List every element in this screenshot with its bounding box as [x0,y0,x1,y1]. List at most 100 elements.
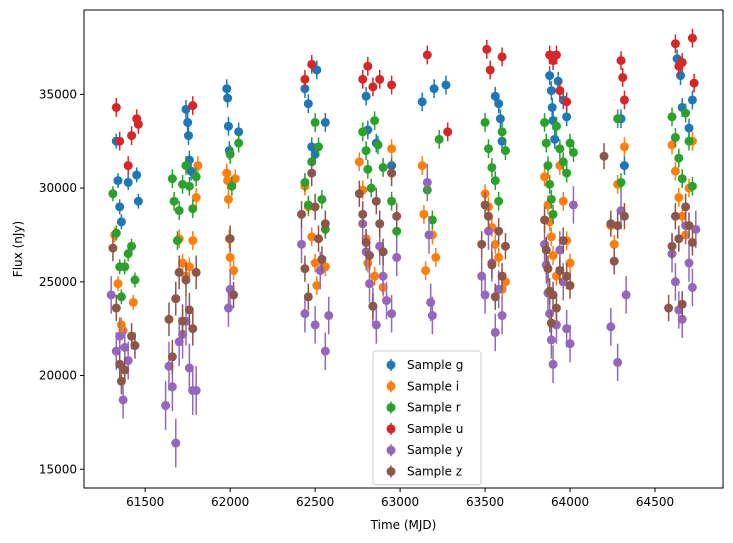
data-point [223,303,233,313]
data-point [674,234,684,244]
data-point [494,196,504,206]
data-point [133,119,143,129]
data-point [358,127,368,137]
series-sample-u [111,28,699,175]
data-point [619,211,629,221]
data-point [497,127,507,137]
data-point [551,121,561,131]
data-point [300,264,310,274]
legend-label: Sample i [407,379,459,393]
data-point [229,290,239,300]
data-point [427,311,437,321]
data-point [223,194,233,204]
data-point [562,97,572,107]
legend: Sample g Sample i Sample r Sample u Sample y… [372,350,482,486]
data-point [320,117,330,127]
data-point [667,112,677,122]
data-point [684,221,694,231]
legend-item: Sample z [386,465,462,479]
data-point [365,279,375,289]
data-point [167,174,177,184]
data-point [497,52,507,62]
data-point [565,138,575,148]
data-point [127,241,137,251]
legend-marker [386,403,396,413]
data-point [670,132,680,142]
x-tick-label: 62500 [296,495,334,509]
data-point [191,172,201,182]
data-point [490,292,500,302]
data-point [674,153,684,163]
data-point [606,322,616,332]
data-point [366,183,376,193]
data-point [310,202,320,212]
data-point [310,258,320,268]
data-point [314,234,324,244]
data-point [670,166,680,176]
x-axis-label: Time (MJD) [370,518,437,532]
data-point [426,297,436,307]
data-point [392,211,402,221]
data-point [687,282,697,292]
data-point [677,57,687,67]
data-point [674,192,684,202]
data-point [188,236,198,246]
data-point [421,266,431,276]
data-point [371,320,381,330]
data-point [111,102,121,112]
legend-item: Sample r [386,401,461,415]
data-point [483,144,493,154]
data-point [363,258,373,268]
data-point [616,177,626,187]
data-point [687,95,697,105]
data-point [193,161,203,171]
legend-item: Sample g [386,358,463,372]
data-point [546,86,556,96]
plot-marks [106,28,701,468]
x-tick-label: 64000 [551,495,589,509]
data-point [127,331,137,341]
data-point [483,226,493,236]
y-tick-label: 35000 [39,87,77,101]
data-point [490,176,500,186]
y-tick-label: 15000 [39,462,77,476]
data-point [106,290,116,300]
data-point [378,271,388,281]
data-point [368,301,378,311]
data-point [115,331,125,341]
data-point [375,219,385,229]
data-point [370,271,380,281]
data-point [314,142,324,152]
data-point [490,327,500,337]
data-point [540,215,550,225]
data-point [619,142,629,152]
data-point [616,56,626,66]
data-point [382,296,392,306]
data-point [234,127,244,137]
data-point [363,164,373,174]
data-point [370,116,380,126]
data-point [494,226,504,236]
data-point [548,209,558,219]
y-tick-label: 20000 [39,369,77,383]
data-point [174,206,184,216]
data-point [684,136,694,146]
data-point [307,59,317,69]
data-point [551,50,561,60]
data-point [387,196,397,206]
data-point [392,252,402,262]
data-point [363,61,373,71]
data-point [684,123,694,133]
data-point [123,161,133,171]
data-point [111,228,121,238]
data-point [387,168,397,178]
data-point [558,157,568,167]
data-point [487,162,497,172]
y-axis-label: Flux (nJy) [11,221,25,277]
data-point [184,305,194,315]
data-point [365,251,375,261]
data-point [184,262,194,272]
data-point [545,71,555,81]
x-tick-label: 63500 [466,495,504,509]
